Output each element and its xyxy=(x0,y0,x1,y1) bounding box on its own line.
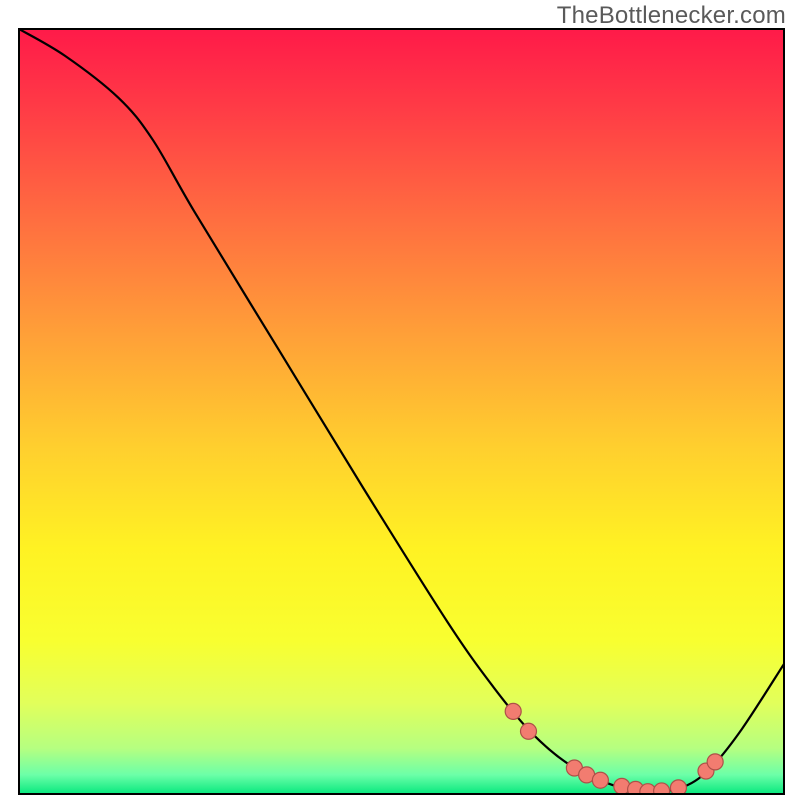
data-marker xyxy=(520,723,536,739)
data-marker xyxy=(707,754,723,770)
bottleneck-chart xyxy=(0,0,800,800)
data-marker xyxy=(592,772,608,788)
chart-svg xyxy=(0,0,800,800)
data-marker xyxy=(654,783,670,799)
chart-background xyxy=(19,29,784,794)
data-marker xyxy=(505,703,521,719)
